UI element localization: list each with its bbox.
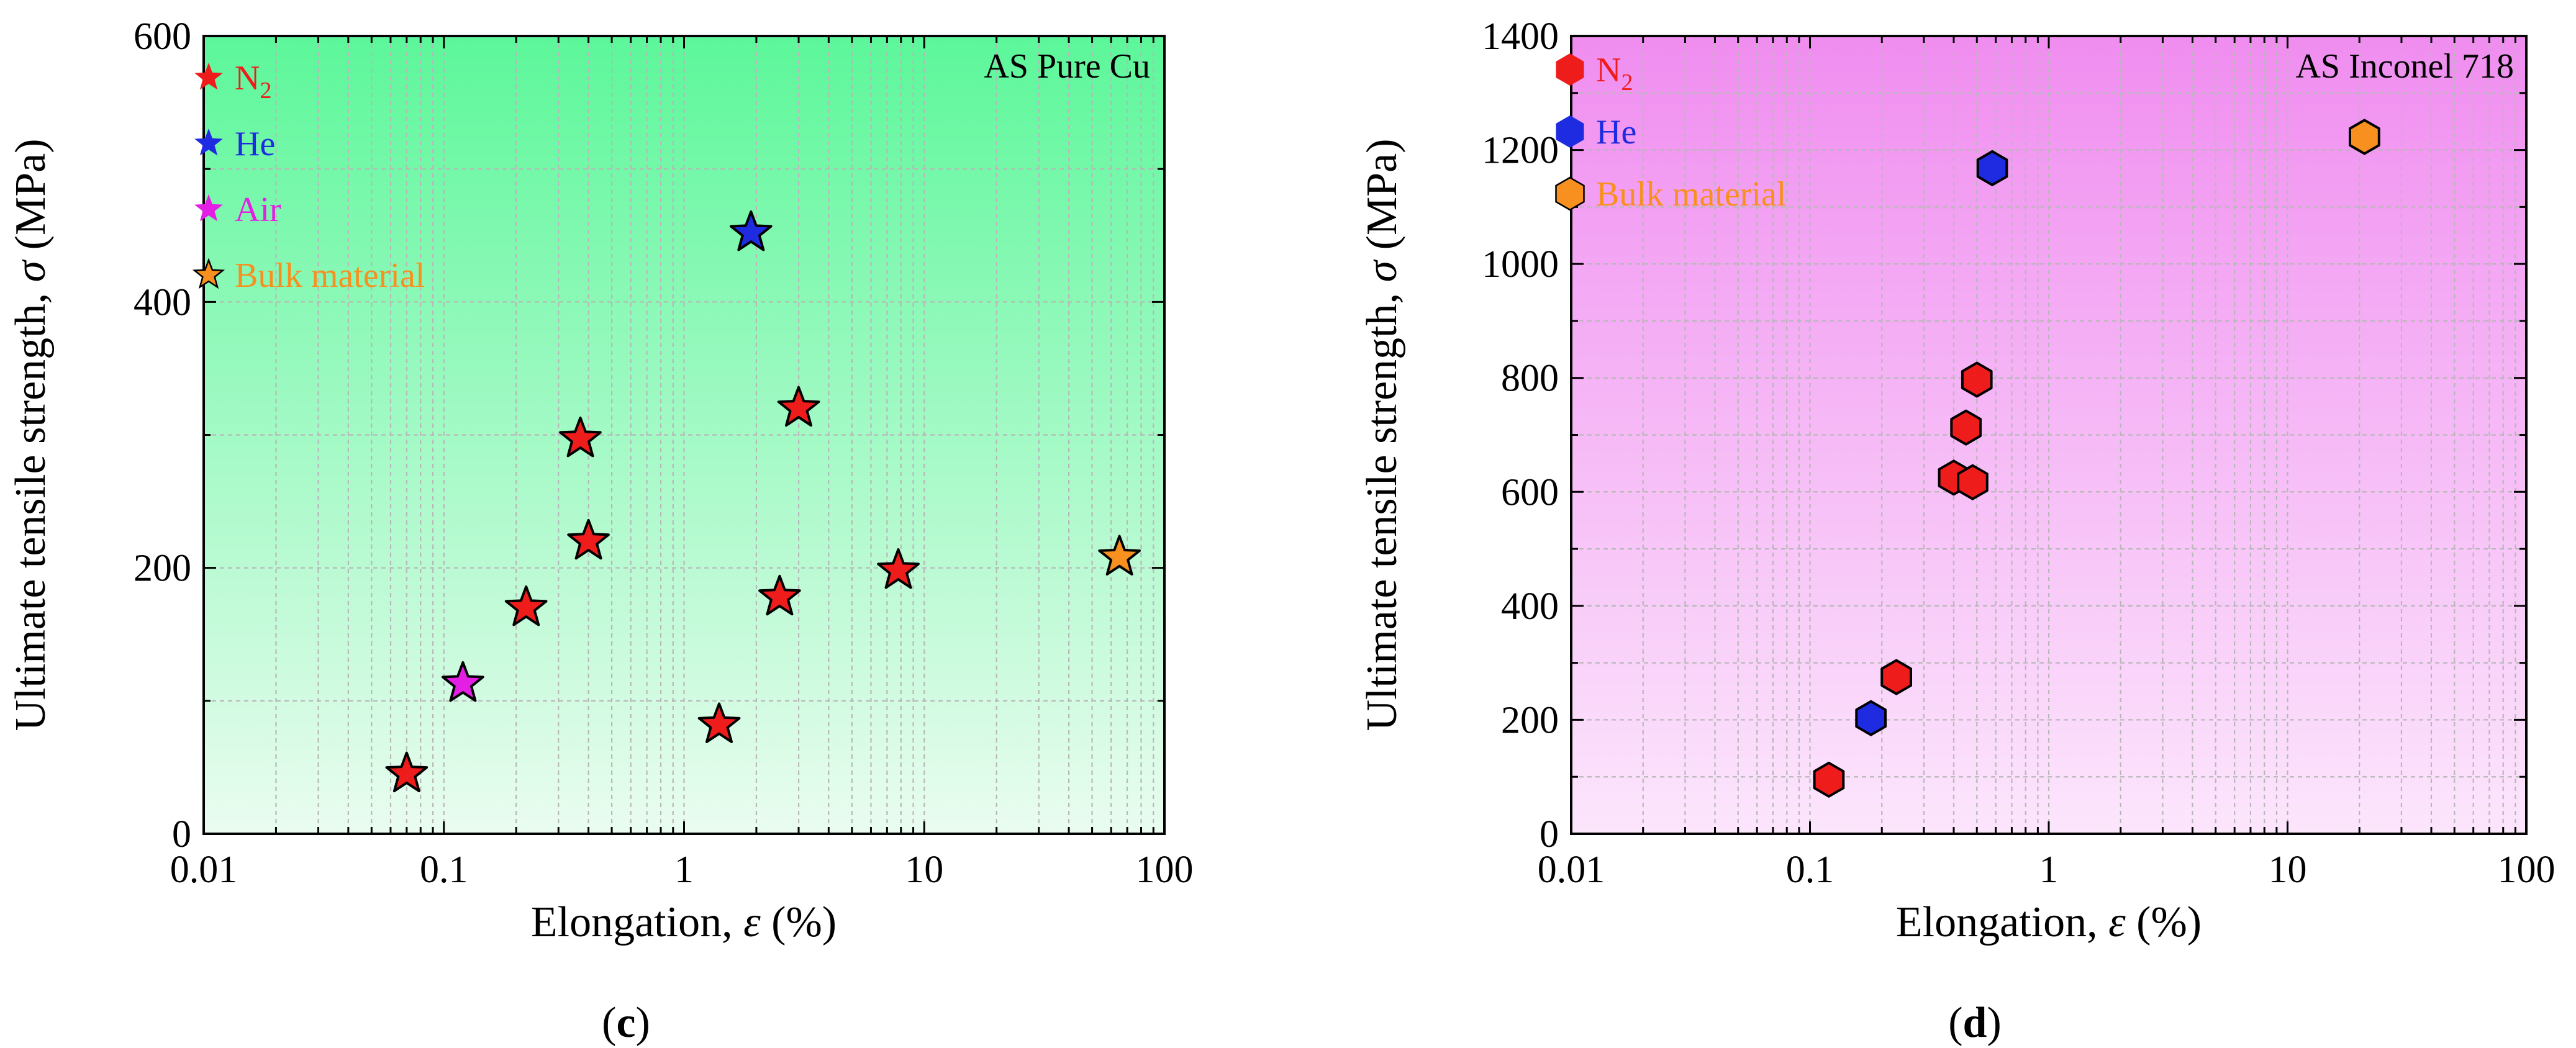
- y-tick-label: 0: [1540, 813, 1559, 856]
- y-tick-label: 200: [134, 548, 191, 590]
- x-tick-label: 100: [2498, 849, 2556, 891]
- x-tick-label: 100: [1136, 849, 1194, 891]
- y-tick-label: 0: [172, 813, 191, 856]
- chart-panel-c: 0.01 0.1 1 10 100 0 200 400 600 Elongation, ε (%)…: [7, 16, 1194, 946]
- data-point: [1098, 535, 1141, 576]
- y-axis-title: Ultimate tensile strength, σ (MPa): [1358, 138, 1406, 731]
- legend-label: N2: [235, 59, 271, 104]
- legend-marker: [194, 194, 223, 222]
- legend-marker: [194, 129, 223, 156]
- data-point: [730, 210, 773, 251]
- y-tick-label: 400: [134, 281, 191, 323]
- data-point: [1950, 409, 1982, 446]
- x-tick-label: 1: [674, 849, 694, 891]
- y-tick-label: 1000: [1482, 243, 1559, 286]
- data-point: [2349, 119, 2380, 155]
- y-tick-label: 1200: [1482, 130, 1559, 172]
- legend: N2 He Air Bulk material: [192, 59, 425, 295]
- panel-label-d: (d): [1948, 999, 2002, 1047]
- data-points: [1813, 119, 2380, 798]
- data-point: [1813, 761, 1845, 798]
- y-tick-label: 800: [1501, 358, 1559, 400]
- data-point: [1976, 150, 2008, 186]
- chart-annotation: AS Pure Cu: [984, 47, 1150, 86]
- data-point: [385, 751, 429, 793]
- legend: N2 He Bulk material: [1555, 51, 1786, 214]
- chart-annotation: AS Inconel 718: [2295, 47, 2514, 86]
- x-tick-label: 0.1: [420, 849, 468, 891]
- data-points: [385, 210, 1141, 793]
- legend-label: He: [1596, 113, 1636, 151]
- legend-label: Bulk material: [1596, 175, 1786, 214]
- panel-label-c: (c): [602, 999, 650, 1047]
- data-point: [877, 548, 920, 589]
- legend-label: Air: [235, 191, 281, 229]
- x-tick-label: 0.01: [1538, 849, 1605, 891]
- x-tick-label: 1: [2039, 849, 2059, 891]
- data-point: [758, 574, 801, 616]
- x-tick-label: 10: [2269, 849, 2307, 891]
- legend-marker: [1555, 176, 1585, 211]
- data-point: [1961, 361, 1993, 398]
- x-tick-label: 0.1: [1786, 849, 1834, 891]
- data-point: [1855, 700, 1887, 736]
- x-axis: 0.01 0.1 1 10 100: [1538, 36, 2556, 891]
- legend-marker: [192, 258, 225, 289]
- x-axis: 0.01 0.1 1 10 100: [170, 36, 1194, 891]
- data-point: [567, 518, 610, 560]
- data-point: [504, 585, 548, 626]
- y-tick-label: 200: [1501, 699, 1559, 741]
- x-axis-title: Elongation, ε (%): [1896, 898, 2202, 946]
- data-point: [442, 661, 484, 702]
- data-point: [559, 416, 602, 458]
- x-tick-label: 0.01: [170, 849, 238, 891]
- data-point: [697, 702, 741, 743]
- y-tick-label: 600: [1501, 471, 1559, 513]
- x-tick-label: 10: [905, 849, 943, 891]
- grid: [204, 36, 1164, 834]
- legend-marker: [1556, 115, 1584, 148]
- data-point: [777, 386, 820, 427]
- legend-label: Bulk material: [235, 256, 425, 295]
- chart-panel-d: 0.01 0.1 1 10 1000200400600800100012001400El…: [1358, 16, 2556, 946]
- y-tick-label: 1400: [1482, 16, 1559, 58]
- grid: [1571, 36, 2526, 834]
- data-point: [1957, 464, 1989, 500]
- x-axis-title: Elongation, ε (%): [531, 898, 837, 946]
- data-point: [1880, 659, 1912, 695]
- y-axis-title: Ultimate tensile strength, σ (MPa): [7, 138, 55, 731]
- legend-label: He: [235, 125, 275, 163]
- y-tick-label: 600: [134, 16, 191, 58]
- y-axis: 0 200 400 600: [134, 16, 1164, 856]
- legend-marker: [1556, 53, 1584, 86]
- y-axis: 0 200 400 600 800 1000 1200 1400: [1482, 16, 2526, 856]
- legend-label: N2: [1596, 51, 1633, 96]
- y-tick-label: 400: [1501, 585, 1559, 628]
- legend-marker: [194, 63, 223, 90]
